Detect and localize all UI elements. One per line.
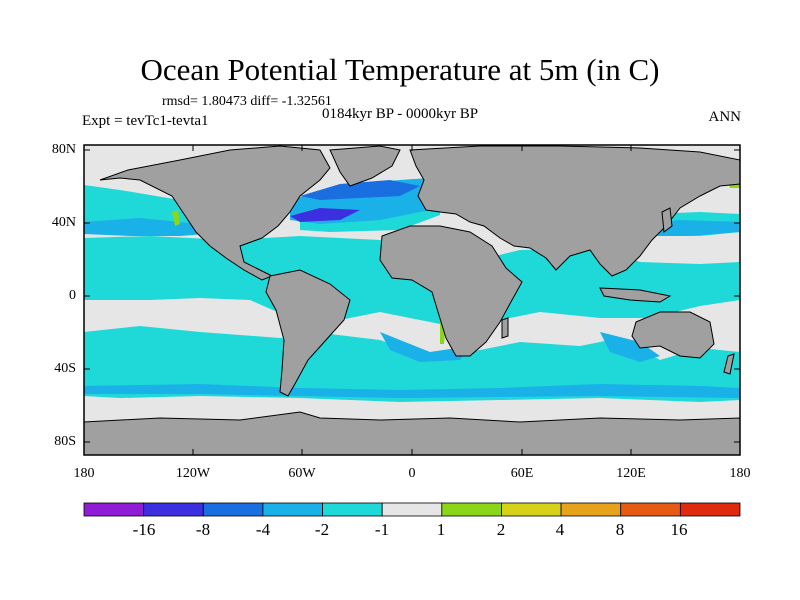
land-japan (661, 207, 673, 233)
colorbar-label: 8 (615, 520, 625, 539)
lat-label-80n: 80N (51, 142, 76, 157)
land-madagascar (501, 317, 509, 339)
colorbar-label: -4 (255, 520, 271, 539)
colorbar-swatch (620, 502, 681, 517)
lon-label-120w: 120W (175, 466, 211, 481)
lon-label-180w: 180 (73, 466, 95, 481)
lat-label-eq: 0 (69, 288, 76, 303)
colorbar-label: 2 (496, 520, 506, 539)
lat-ticks (84, 149, 740, 443)
season-label: ANN (708, 109, 742, 125)
lat-label-40s: 40S (54, 361, 76, 376)
experiment-label: Expt = tevTc1-tevta1 (82, 113, 209, 129)
colorbar (83, 502, 741, 517)
colorbar-label: 1 (436, 520, 446, 539)
colorbar-swatch (143, 502, 204, 517)
colorbar-swatch (679, 502, 741, 517)
colorbar-swatch (322, 502, 383, 517)
lon-label-180e: 180 (729, 466, 751, 481)
lon-label-60e: 60E (510, 466, 534, 481)
plot-title: Ocean Potential Temperature at 5m (in C) (140, 52, 660, 87)
colorbar-swatch (83, 502, 145, 517)
lon-label-0: 0 (408, 466, 416, 481)
lon-label-60w: 60W (288, 466, 316, 481)
land-masses (83, 145, 741, 456)
stats-line: rmsd= 1.80473 diff= -1.32561 (162, 94, 332, 109)
lon-ticks (83, 145, 632, 455)
colorbar-label: 4 (555, 520, 565, 539)
colorbar-swatch (262, 502, 323, 517)
land-south-america (265, 269, 351, 397)
colorbar-swatch (441, 502, 502, 517)
map-panel (83, 144, 741, 456)
colorbar-label: -1 (374, 520, 390, 539)
colorbar-label: -8 (195, 520, 211, 539)
land-africa (379, 225, 523, 357)
colorbar-label: -16 (132, 520, 156, 539)
land-north-america (99, 145, 331, 281)
colorbar-swatch (560, 502, 622, 517)
colorbar-swatch (501, 502, 562, 517)
land-australia (631, 311, 715, 359)
colorbar-swatch (202, 502, 264, 517)
period-label: 0184kyr BP - 0000kyr BP (322, 106, 479, 122)
land-indonesia (599, 287, 672, 303)
lat-label-40n: 40N (51, 215, 76, 230)
lat-label-80s: 80S (54, 434, 76, 449)
land-greenland (329, 145, 401, 187)
colorbar-swatch (381, 502, 443, 517)
land-new-zealand (723, 353, 735, 375)
colorbar-label: -2 (314, 520, 330, 539)
lon-label-120e: 120E (616, 466, 646, 481)
colorbar-label: 16 (670, 520, 688, 539)
